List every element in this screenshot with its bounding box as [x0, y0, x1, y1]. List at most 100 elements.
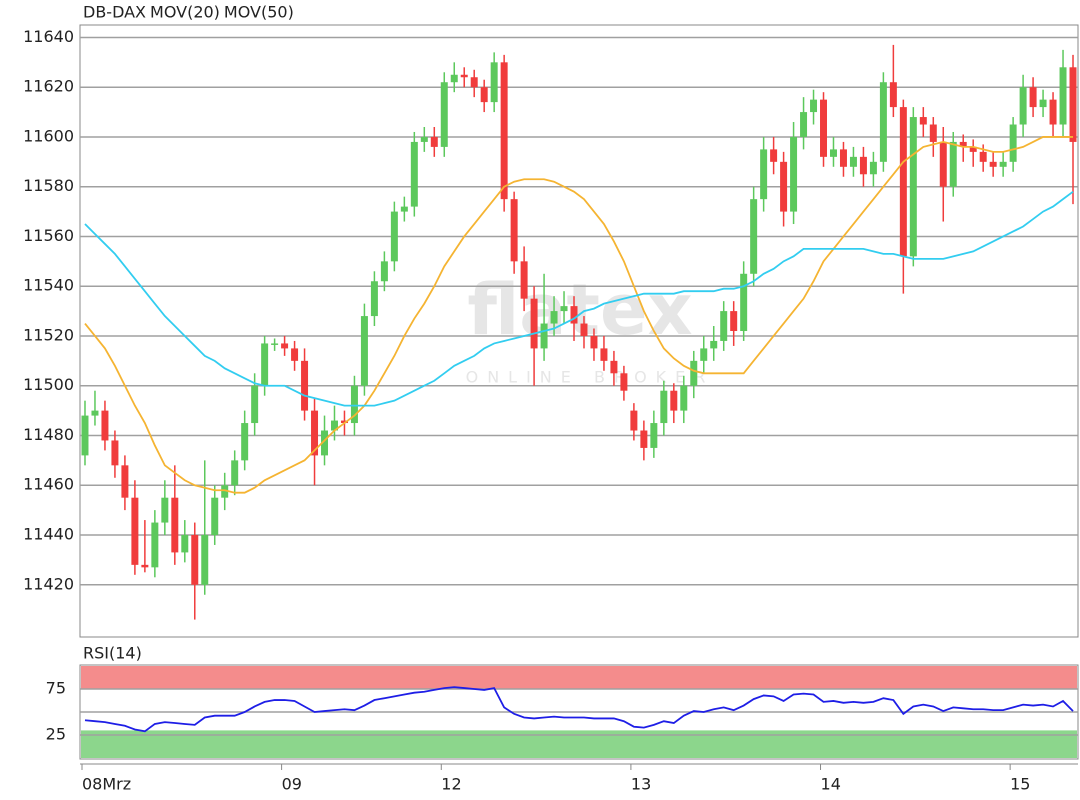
candle-body — [111, 440, 119, 466]
candle-body — [181, 535, 189, 553]
candle-body — [859, 156, 867, 175]
candle-body — [480, 87, 488, 103]
x-tick-label: 09 — [282, 775, 302, 794]
candle-body — [510, 199, 518, 262]
candle-body — [550, 311, 558, 324]
x-tick-label: 13 — [631, 775, 651, 794]
candle-body — [470, 77, 478, 88]
candle-body — [91, 410, 99, 416]
candle-body — [740, 273, 748, 331]
candle-body — [301, 360, 309, 411]
y-tick-label: 11560 — [23, 226, 74, 245]
candle-body — [999, 161, 1007, 167]
y-tick-label: 11620 — [23, 77, 74, 96]
candle-body — [560, 306, 568, 312]
candle-body — [460, 74, 468, 78]
candle-body — [81, 415, 89, 456]
candle-body — [829, 149, 837, 157]
candle-body — [101, 410, 109, 441]
candle-body — [730, 311, 738, 331]
candle-body — [650, 423, 658, 448]
candle-body — [420, 136, 428, 142]
candle-body — [800, 112, 808, 137]
candle-body — [919, 117, 927, 125]
y-tick-label: 11640 — [23, 27, 74, 46]
x-tick-label: 15 — [1010, 775, 1030, 794]
candle-body — [820, 99, 828, 157]
candle-body — [670, 390, 678, 411]
candle-body — [151, 522, 159, 568]
candle-body — [231, 460, 239, 486]
candle-body — [660, 390, 668, 424]
candle-body — [360, 316, 368, 386]
candle-body — [959, 141, 967, 147]
candle-body — [450, 74, 458, 83]
watermark-sub: ONLINE BROKER — [466, 368, 715, 387]
candle-body — [370, 281, 378, 317]
candle-body — [770, 149, 778, 162]
series-line — [84, 686, 1074, 733]
candle-body — [610, 360, 618, 374]
candle-body — [939, 141, 947, 187]
candle-body — [330, 420, 338, 431]
candle-body — [760, 149, 768, 200]
candle-body — [989, 161, 997, 167]
candle-body — [790, 136, 798, 212]
legend-entry: MOV(50) — [224, 3, 294, 22]
candle-body — [410, 141, 418, 207]
candle-body — [1069, 67, 1077, 142]
candle-body — [899, 107, 907, 257]
candle-body — [780, 161, 788, 212]
candle-body — [1019, 87, 1027, 125]
candle-body — [241, 423, 249, 461]
candle-body — [879, 82, 887, 162]
x-tick-label: 12 — [441, 775, 461, 794]
candle-body — [630, 410, 638, 431]
candle-body — [500, 62, 508, 200]
candle-body — [161, 497, 169, 523]
y-tick-label: 11520 — [23, 325, 74, 344]
y-tick-label: 75 — [46, 679, 66, 698]
candle-body — [1009, 124, 1017, 162]
candle-body — [969, 146, 977, 152]
candle-body — [750, 199, 758, 274]
candle-body — [620, 373, 628, 391]
candle-body — [221, 485, 229, 498]
candle-body — [1059, 67, 1067, 125]
y-tick-label: 11500 — [23, 375, 74, 394]
y-tick-label: 11600 — [23, 126, 74, 145]
candle-body — [400, 206, 408, 212]
candle-body — [540, 323, 548, 349]
candle-body — [810, 99, 818, 113]
candle-body — [211, 497, 219, 535]
candle-body — [640, 430, 648, 448]
candle-body — [700, 348, 708, 361]
candle-body — [530, 298, 538, 349]
rsi-legend: RSI(14) — [83, 644, 142, 663]
candle-body — [191, 535, 199, 585]
candle-body — [949, 141, 957, 187]
candle-body — [440, 82, 448, 147]
candle-body — [869, 161, 877, 175]
candle-body — [889, 82, 897, 108]
y-tick-label: 25 — [46, 725, 66, 744]
candle-body — [979, 151, 987, 162]
series-line — [84, 190, 1074, 407]
candle-body — [690, 360, 698, 386]
y-tick-label: 11580 — [23, 176, 74, 195]
candle-body — [131, 497, 139, 565]
candle-body — [390, 211, 398, 262]
candle-body — [600, 348, 608, 361]
series-line — [84, 136, 1074, 494]
watermark: flatex — [467, 269, 692, 351]
legend-entry: MOV(20) — [150, 3, 220, 22]
candle-body — [121, 465, 129, 498]
candle-body — [340, 420, 348, 424]
candle-body — [201, 535, 209, 585]
candle-body — [141, 564, 149, 568]
candle-body — [291, 348, 299, 361]
candle-body — [710, 340, 718, 349]
candle-body — [570, 306, 578, 324]
